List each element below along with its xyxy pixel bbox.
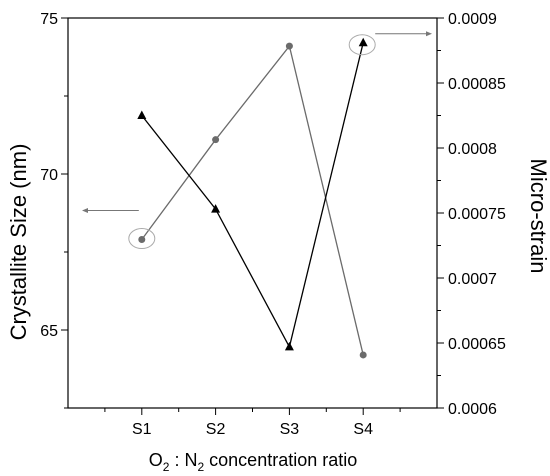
series-right-line [141,42,364,349]
series-left-point [212,136,220,144]
plot-frame [67,17,438,409]
right-axis-ticks: 0.0006 0.00065 0.0007 0.00075 0.0008 0.00085 0… [437,11,506,418]
series-right-point [358,37,368,47]
x-axis-title: O2 : N2 concentration ratio [149,450,358,474]
series-left-point [285,42,293,50]
series-left-point [138,236,146,244]
left-axis-title: Crystallite Size (nm) [6,144,31,341]
left-axis-tick-label: 75 [40,11,58,28]
x-axis-tick-label: S3 [280,421,300,438]
left-axis-indicator-circle [128,228,156,250]
axis-indicators [82,31,432,250]
series-right-point [284,341,294,351]
x-axis-tick-label: S2 [206,421,226,438]
right-axis-tick-label: 0.00085 [448,76,506,93]
series-right-point [137,110,147,119]
x-axis-ticks: S1 S2 S3 S4 [104,408,401,438]
right-axis-tick-label: 0.00065 [448,336,506,353]
plot-area-border [67,17,438,409]
right-axis-tick-label: 0.00075 [448,206,506,223]
left-axis-indicator-arrowhead [82,208,88,214]
right-axis-indicator-circle [348,34,376,56]
right-axis-indicator-arrowhead [426,31,432,37]
series-right-point [211,204,221,213]
left-axis-tick-label: 65 [40,323,58,340]
series-left-point [359,351,367,359]
series-left-line [141,44,364,356]
series-layer [137,37,368,359]
left-axis-ticks: 65 70 75 [40,11,68,409]
right-axis-title: Micro-strain [526,159,550,274]
x-axis-tick-label: S1 [132,421,152,438]
right-axis-tick-label: 0.0008 [448,141,497,158]
right-axis-tick-label: 0.0009 [448,11,497,28]
right-axis-tick-label: 0.0007 [448,271,497,288]
x-axis-tick-label: S4 [353,421,373,438]
right-axis-tick-label: 0.0006 [448,401,497,418]
left-axis-tick-label: 70 [40,167,58,184]
